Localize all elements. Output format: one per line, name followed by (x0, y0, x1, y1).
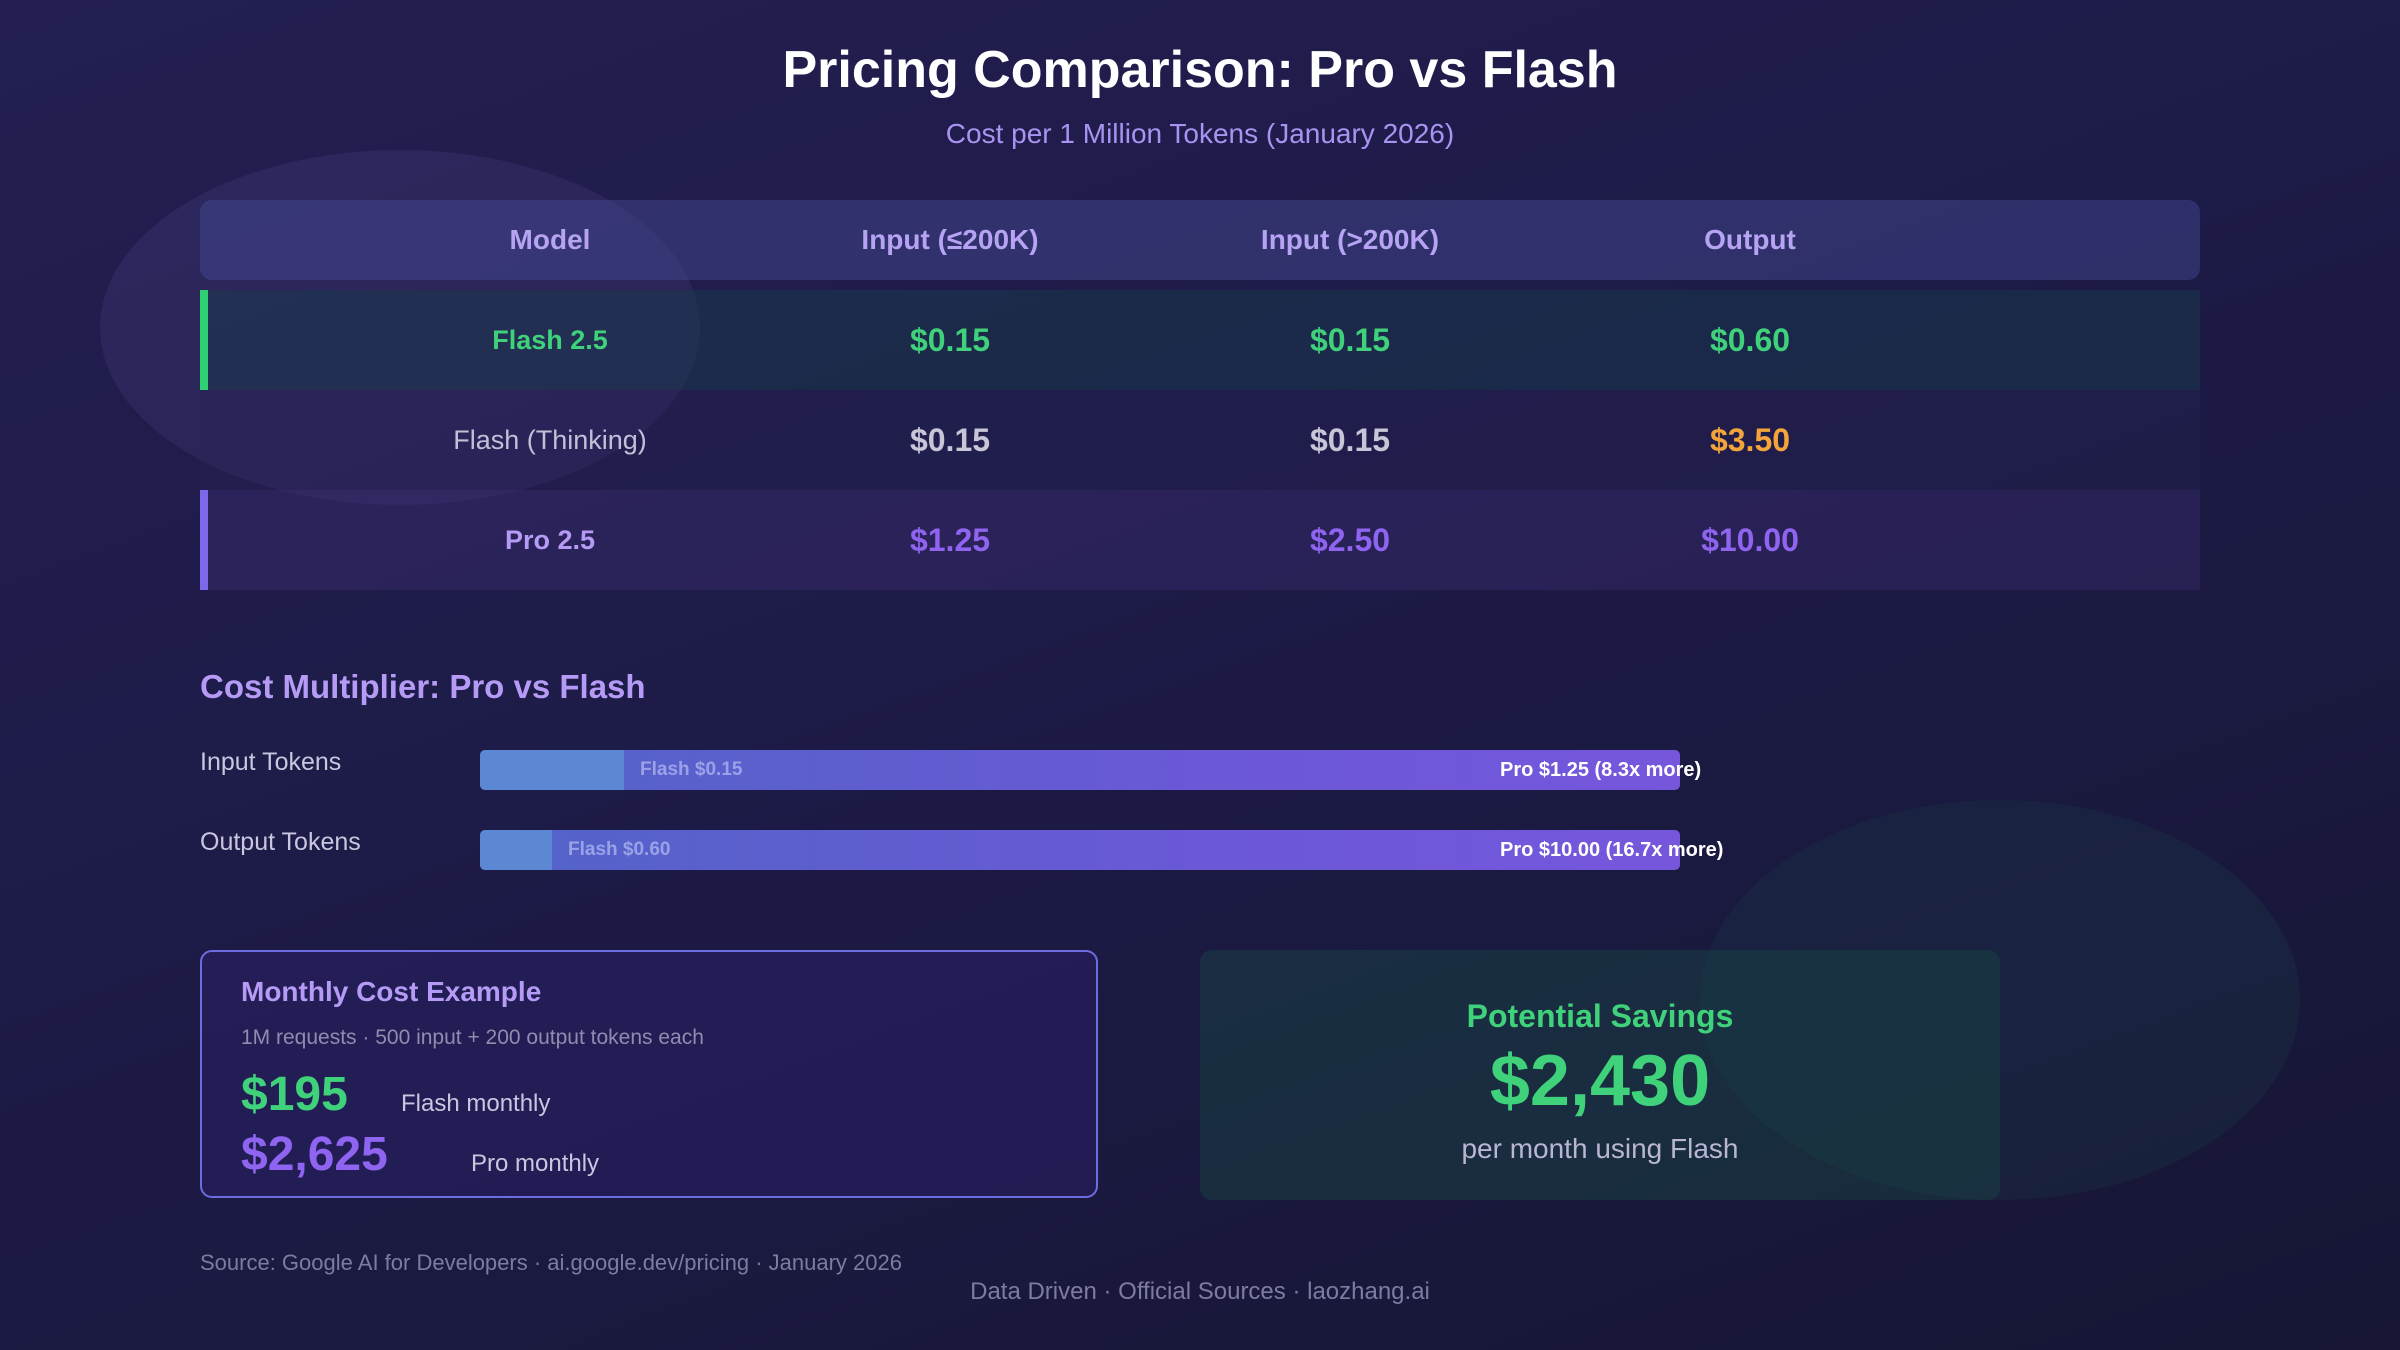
header-input-le-200k: Input (≤200K) (861, 224, 1039, 255)
savings-amount: $2,430 (1489, 1041, 1711, 1121)
monthly-cost-card: Monthly Cost Example 1M requests · 500 i… (200, 950, 1098, 1198)
price-output: $0.60 (1709, 321, 1791, 358)
row-accent-pro (200, 490, 208, 590)
pro-monthly-label: Pro monthly (471, 1150, 600, 1177)
bar-flash-input (480, 750, 624, 790)
bar-pro-label: Pro $1.25 (8.3x more) (1500, 758, 1702, 781)
price-input-le-200k: $0.15 (909, 321, 991, 358)
table-row-pro: Pro 2.5 $1.25 $2.50 $10.00 (200, 490, 2200, 590)
pro-monthly-value: $2,625 (241, 1128, 388, 1181)
row-accent-flash (200, 290, 208, 390)
footer: Data Driven · Official Sources · laozhan… (970, 1278, 1430, 1305)
price-input-gt-200k: $0.15 (1309, 321, 1391, 358)
model-name: Flash 2.5 (492, 324, 608, 355)
bar-flash-output (480, 830, 552, 870)
model-name: Pro 2.5 (504, 524, 596, 555)
source-note: Source: Google AI for Developers · ai.go… (200, 1250, 902, 1275)
bar-label-input: Input Tokens (200, 748, 342, 776)
bar-pro-label: Pro $10.00 (16.7x more) (1500, 838, 1724, 861)
header-model: Model (509, 224, 591, 255)
table-row-flash-thinking: Flash (Thinking) $0.15 $0.15 $3.50 (200, 390, 2200, 490)
price-input-gt-200k: $2.50 (1309, 521, 1391, 558)
pricing-table: Model Input (≤200K) Input (>200K) Output… (200, 200, 2200, 590)
bar-flash-label: Flash $0.60 (568, 839, 671, 860)
bar-label-output: Output Tokens (200, 828, 361, 856)
flash-monthly-label: Flash monthly (401, 1090, 551, 1117)
table-header: Model Input (≤200K) Input (>200K) Output (200, 200, 2200, 280)
savings-title: Potential Savings (1466, 998, 1734, 1034)
multiplier-section-title: Cost Multiplier: Pro vs Flash (200, 668, 646, 705)
price-output: $3.50 (1709, 421, 1791, 458)
bar-pro-output: Flash $0.60 Pro $10.00 (16.7x more) (480, 830, 1723, 870)
header-input-gt-200k: Input (>200K) (1260, 224, 1440, 255)
savings-caption: per month using Flash (1461, 1133, 1739, 1164)
monthly-cost-note: 1M requests · 500 input + 200 output tok… (241, 1026, 704, 1049)
table-row-flash: Flash 2.5 $0.15 $0.15 $0.60 (200, 290, 2200, 390)
flash-monthly-value: $195 (241, 1068, 348, 1121)
page-subtitle: Cost per 1 Million Tokens (January 2026) (945, 118, 1455, 149)
model-name: Flash (Thinking) (453, 424, 647, 455)
monthly-cost-title: Monthly Cost Example (241, 976, 542, 1007)
price-input-gt-200k: $0.15 (1309, 421, 1391, 458)
price-input-le-200k: $0.15 (909, 421, 991, 458)
header-output: Output (1704, 224, 1796, 255)
savings-card: Potential Savings $2,430 per month using… (1200, 950, 2000, 1200)
price-input-le-200k: $1.25 (909, 521, 991, 558)
price-output: $10.00 (1701, 521, 1799, 558)
page-title: Pricing Comparison: Pro vs Flash (782, 41, 1618, 99)
bar-flash-label: Flash $0.15 (640, 759, 743, 780)
bar-pro-input: Flash $0.15 Pro $1.25 (8.3x more) (480, 750, 1701, 790)
